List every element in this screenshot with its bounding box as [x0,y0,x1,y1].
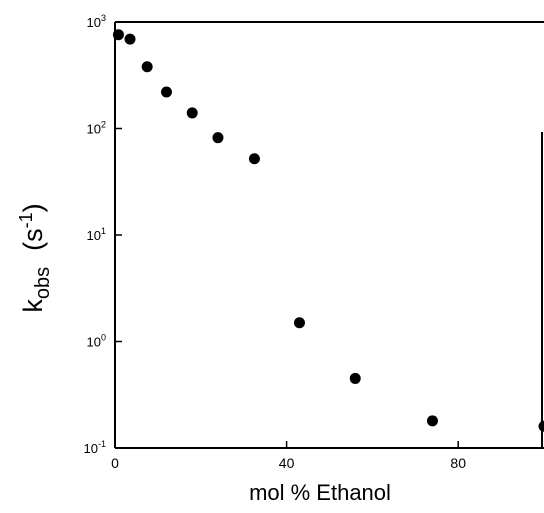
y-axis-label-unit-close: ) [18,203,48,212]
data-point [124,33,136,45]
y-tick-label: 10-1 [84,439,106,456]
data-point [349,372,361,384]
data-point [426,415,438,427]
data-point [212,132,224,144]
x-axis-ticks: 0 40 80 [111,441,466,471]
y-axis-label-unit-open: (s [18,228,48,251]
data-point [248,153,260,165]
plot-frame [114,21,544,449]
data-point [293,317,305,329]
y-axis-ticks: 10-1 100 101 102 103 [84,13,122,456]
y-axis-label-sub: obs [32,267,54,299]
y-tick-label: 101 [87,226,106,243]
y-tick-label: 102 [87,120,106,137]
y-tick-label: 103 [87,13,106,30]
data-points [112,29,544,432]
y-axis-label: kobs (s-1) [16,203,54,312]
x-tick-label: 0 [111,455,119,471]
x-tick-label: 80 [450,455,466,471]
y-axis-label-main: k [18,299,48,313]
data-point [160,86,172,98]
y-axis-label-unit-sup: -1 [16,212,36,228]
data-point [186,107,198,119]
data-point [538,420,544,432]
x-tick-label: 40 [279,455,295,471]
y-tick-label: 100 [87,333,106,350]
data-point [141,61,153,73]
data-point [112,29,124,41]
x-axis-label: mol % Ethanol [249,480,391,505]
